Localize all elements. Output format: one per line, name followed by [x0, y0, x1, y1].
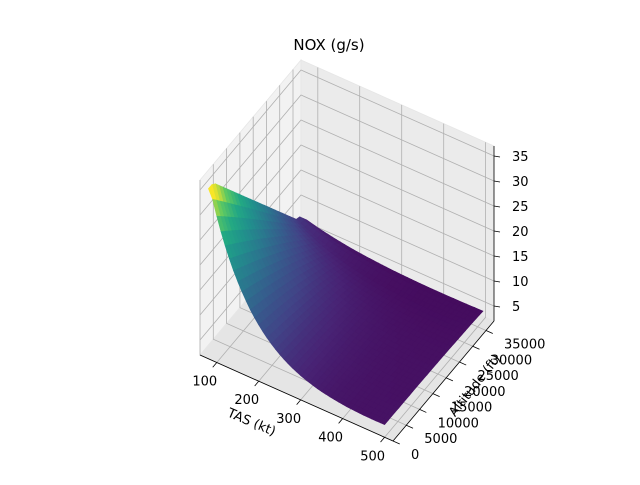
- z-tick-label: 25: [512, 200, 529, 215]
- gridline-x: [384, 142, 487, 438]
- z-tick: [493, 155, 501, 158]
- x-tick-label: 300: [276, 412, 301, 427]
- x-tick-label: 100: [192, 374, 217, 389]
- x-tick-label: 400: [318, 431, 343, 446]
- y-tick: [419, 409, 427, 413]
- x-tick-label: 500: [360, 449, 385, 464]
- x-tick-label: 200: [234, 393, 259, 408]
- gridline-z: [199, 69, 495, 191]
- x-tick: [296, 399, 302, 405]
- y-axis-line: [392, 320, 495, 442]
- z-tick-label: 10: [512, 275, 529, 290]
- z-tick: [493, 230, 501, 233]
- z-tick-label: 15: [512, 250, 529, 265]
- x-tick: [254, 380, 260, 387]
- z-tick-label: 20: [512, 225, 529, 240]
- chart-title: NOX (g/s): [293, 36, 364, 54]
- y-tick: [392, 440, 400, 445]
- y-tick: [406, 424, 414, 429]
- z-tick: [493, 205, 501, 208]
- z-tick: [493, 255, 501, 258]
- y-tick-label: 25000: [477, 369, 518, 384]
- x-tick: [380, 437, 385, 443]
- x-axis-label: TAS (kt): [224, 406, 278, 440]
- y-tick-label: 5000: [424, 432, 457, 447]
- x-tick: [212, 362, 218, 368]
- y-tick-label: 10000: [438, 416, 479, 431]
- gridline-z: [199, 194, 495, 316]
- y-tick-label: 35000: [504, 337, 545, 352]
- x-tick: [338, 418, 343, 424]
- z-tick-label: 5: [512, 300, 520, 315]
- z-tick: [493, 305, 501, 308]
- z-tick: [493, 180, 501, 183]
- y-tick-label: 20000: [464, 385, 505, 400]
- y-tick: [459, 361, 467, 366]
- y-tick-label: 15000: [451, 401, 492, 416]
- z-tick-label: 35: [512, 150, 529, 165]
- y-tick-label: 30000: [491, 353, 532, 368]
- y-tick-label: 0: [411, 448, 419, 463]
- y-tick: [472, 345, 480, 350]
- x-axis-line: [199, 354, 394, 442]
- z-tick: [493, 280, 501, 283]
- z-tick-label: 30: [512, 175, 529, 190]
- surface-patch: [379, 418, 389, 425]
- gridline-z: [199, 94, 495, 216]
- nox-surface: [208, 183, 484, 425]
- y-tick: [485, 330, 493, 334]
- y-tick: [445, 377, 454, 382]
- y-tick: [432, 393, 440, 398]
